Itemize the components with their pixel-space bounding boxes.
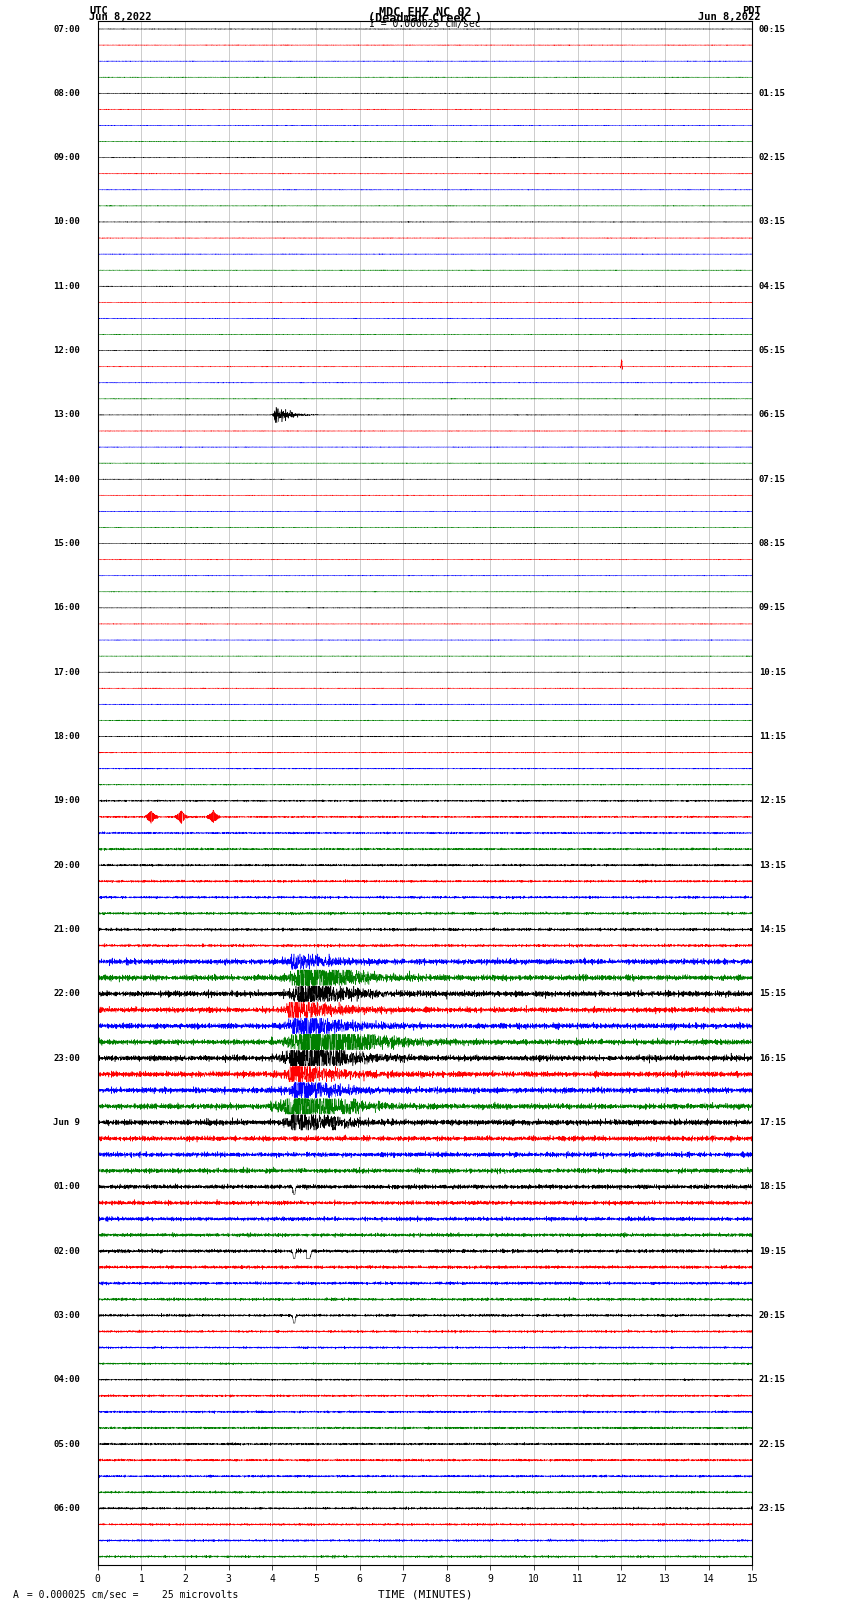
Text: 20:15: 20:15 — [759, 1311, 785, 1319]
Text: 23:15: 23:15 — [759, 1503, 785, 1513]
Text: 18:00: 18:00 — [54, 732, 80, 740]
Text: UTC: UTC — [89, 5, 108, 16]
Text: 13:00: 13:00 — [54, 410, 80, 419]
Text: 23:00: 23:00 — [54, 1053, 80, 1063]
Text: 11:15: 11:15 — [759, 732, 785, 740]
Text: Jun 8,2022: Jun 8,2022 — [698, 11, 761, 23]
Text: A: A — [13, 1590, 19, 1600]
Text: 00:15: 00:15 — [759, 24, 785, 34]
Text: 01:00: 01:00 — [54, 1182, 80, 1192]
Text: 21:15: 21:15 — [759, 1376, 785, 1384]
Text: 02:15: 02:15 — [759, 153, 785, 163]
Text: 13:15: 13:15 — [759, 861, 785, 869]
Text: 04:00: 04:00 — [54, 1376, 80, 1384]
Text: 08:00: 08:00 — [54, 89, 80, 98]
Text: 09:15: 09:15 — [759, 603, 785, 613]
Text: 10:15: 10:15 — [759, 668, 785, 677]
Text: 12:00: 12:00 — [54, 347, 80, 355]
Text: 16:00: 16:00 — [54, 603, 80, 613]
Text: = 0.000025 cm/sec =    25 microvolts: = 0.000025 cm/sec = 25 microvolts — [21, 1590, 239, 1600]
Text: 15:15: 15:15 — [759, 989, 785, 998]
Text: 18:15: 18:15 — [759, 1182, 785, 1192]
Text: 16:15: 16:15 — [759, 1053, 785, 1063]
Text: 11:00: 11:00 — [54, 282, 80, 290]
Text: 09:00: 09:00 — [54, 153, 80, 163]
Text: 07:15: 07:15 — [759, 474, 785, 484]
Text: 22:15: 22:15 — [759, 1439, 785, 1448]
Text: MDC EHZ NC 02: MDC EHZ NC 02 — [379, 5, 471, 19]
Text: 06:00: 06:00 — [54, 1503, 80, 1513]
Text: Jun 9: Jun 9 — [54, 1118, 80, 1127]
Text: 08:15: 08:15 — [759, 539, 785, 548]
Text: 15:00: 15:00 — [54, 539, 80, 548]
Text: 02:00: 02:00 — [54, 1247, 80, 1255]
Text: (Deadman Creek ): (Deadman Creek ) — [368, 11, 482, 26]
Text: 20:00: 20:00 — [54, 861, 80, 869]
Text: 19:00: 19:00 — [54, 797, 80, 805]
Text: Jun 8,2022: Jun 8,2022 — [89, 11, 152, 23]
Text: 14:15: 14:15 — [759, 924, 785, 934]
Text: 17:00: 17:00 — [54, 668, 80, 677]
Text: 14:00: 14:00 — [54, 474, 80, 484]
Text: 22:00: 22:00 — [54, 989, 80, 998]
Text: 07:00: 07:00 — [54, 24, 80, 34]
Text: PDT: PDT — [742, 5, 761, 16]
Text: 17:15: 17:15 — [759, 1118, 785, 1127]
Text: 21:00: 21:00 — [54, 924, 80, 934]
Text: 10:00: 10:00 — [54, 218, 80, 226]
Text: 04:15: 04:15 — [759, 282, 785, 290]
Text: 03:00: 03:00 — [54, 1311, 80, 1319]
Text: 06:15: 06:15 — [759, 410, 785, 419]
Text: 03:15: 03:15 — [759, 218, 785, 226]
Text: 05:15: 05:15 — [759, 347, 785, 355]
Text: I = 0.000025 cm/sec: I = 0.000025 cm/sec — [369, 18, 481, 29]
X-axis label: TIME (MINUTES): TIME (MINUTES) — [377, 1590, 473, 1600]
Text: 19:15: 19:15 — [759, 1247, 785, 1255]
Text: 05:00: 05:00 — [54, 1439, 80, 1448]
Text: 01:15: 01:15 — [759, 89, 785, 98]
Text: 12:15: 12:15 — [759, 797, 785, 805]
